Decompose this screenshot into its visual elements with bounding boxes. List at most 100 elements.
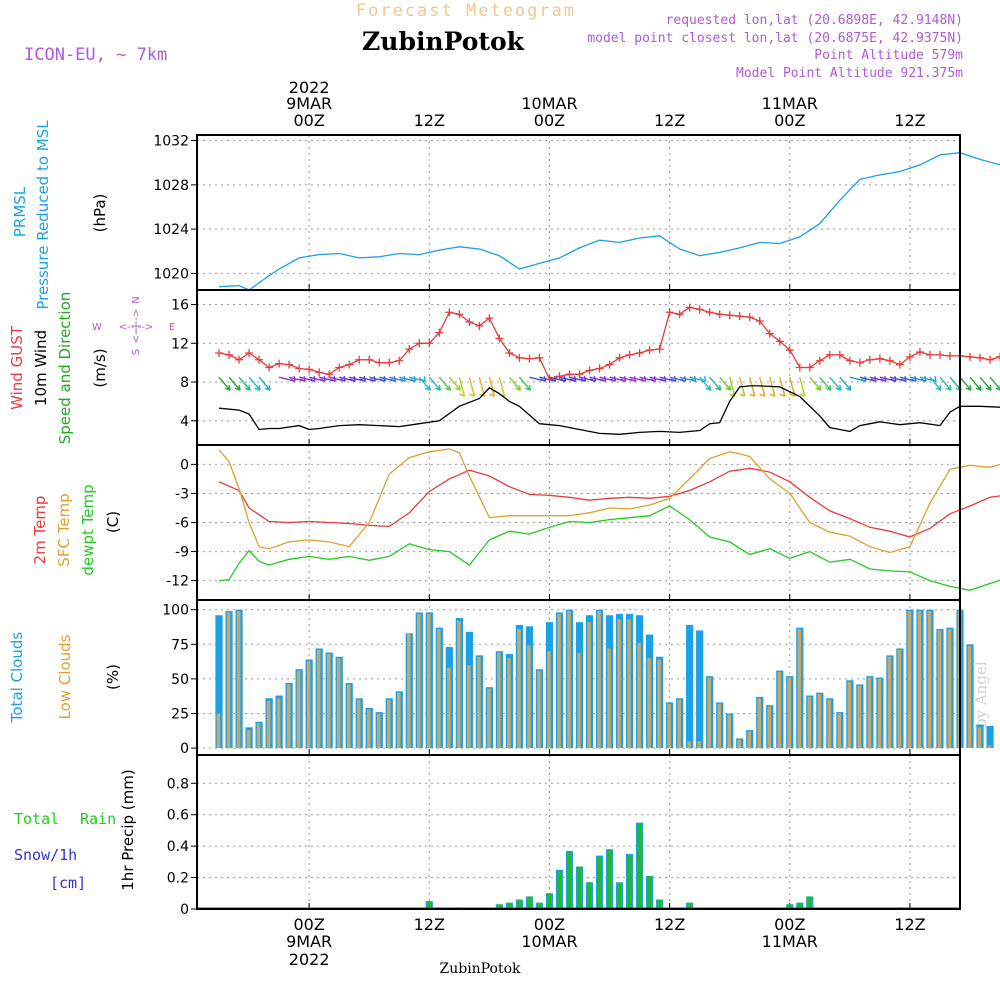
gust-marker: [555, 372, 564, 381]
label-rain: Rain: [80, 810, 116, 828]
low-cloud-bar: [637, 642, 641, 749]
footer-station: ZubinPotok: [439, 961, 521, 977]
wind-arrow-head: [560, 378, 566, 382]
label-c: (C): [104, 511, 122, 533]
gust-marker: [825, 350, 834, 359]
total-cloud-bar: [686, 624, 694, 749]
wind-panel: 4 8 12 16: [171, 289, 1000, 446]
wind-arrow-head: [680, 378, 686, 382]
gust-marker: [605, 360, 614, 369]
clouds-ytick-label: 50: [171, 672, 189, 688]
low-cloud-bar: [927, 611, 932, 749]
low-cloud-bar: [346, 684, 351, 749]
wind-direction-arrow: [929, 376, 942, 391]
wind-arrow-head: [244, 387, 251, 391]
wind-arrow-head: [969, 385, 972, 391]
cloud-labels: Total Clouds Low Clouds (%): [8, 632, 122, 724]
wind-arrow-head: [258, 385, 261, 391]
wind-labels: Wind GUST 10m Wind Speed and Direction (…: [8, 292, 175, 445]
bottom-time-label: 12Z: [414, 915, 445, 934]
wind-arrow-head: [705, 387, 711, 391]
low-cloud-bar: [717, 703, 721, 749]
low-cloud-bar: [917, 611, 922, 749]
wind-arrow-head: [743, 391, 746, 397]
wind-arrow-head: [570, 378, 576, 382]
low-cloud-bar: [306, 660, 311, 749]
wind-arrow-head: [492, 391, 496, 397]
low-cloud-bar: [897, 649, 902, 749]
wind-arrow-head: [763, 391, 766, 397]
wind-arrow-head: [349, 378, 356, 382]
wind-arrow-head: [890, 378, 897, 382]
gust-marker: [425, 339, 434, 348]
wind-arrow-head: [779, 393, 786, 397]
wind-arrow-head: [359, 378, 366, 382]
wind-direction-arrow: [699, 376, 712, 391]
low-cloud-bar: [447, 667, 451, 749]
low-cloud-bar: [647, 658, 651, 749]
rain-bar: [627, 855, 632, 909]
low-cloud-bar: [947, 629, 952, 749]
wind-arrow-head: [234, 387, 241, 391]
wind-arrow-head: [640, 378, 646, 382]
rain-bar: [426, 901, 431, 909]
wind-arrow-head: [268, 385, 271, 391]
label-snow: Snow/1h: [14, 846, 77, 864]
gust-marker: [795, 363, 804, 372]
gust-marker: [976, 353, 985, 362]
low-cloud-bar: [477, 656, 481, 749]
temperature-line-sfc-temp: [218, 448, 1000, 554]
low-cloud-bar: [336, 658, 341, 749]
gust-marker: [675, 310, 684, 319]
low-cloud-bar: [256, 723, 261, 749]
wind-arrow-head: [502, 391, 506, 397]
wind-arrow-head: [515, 387, 521, 391]
wind-direction-arrow: [709, 376, 722, 391]
wind-arrow-head: [753, 391, 756, 397]
wind-direction-arrow: [719, 376, 732, 391]
label-low-clouds: Low Clouds: [56, 634, 74, 719]
wind-arrow-head: [379, 378, 386, 382]
wind-arrow-head: [945, 387, 952, 391]
gust-marker: [735, 312, 744, 321]
pressure-labels: PRMSL Pressure Reduced to MSL (hPa): [11, 120, 109, 310]
wind-arrow-head: [369, 378, 376, 382]
gust-marker: [565, 370, 574, 379]
wind-arrow-head: [319, 378, 326, 382]
wind-arrow-head: [910, 378, 917, 382]
wind-arrow-head: [435, 387, 441, 391]
wind-arrow-head: [799, 393, 806, 397]
gust-marker: [445, 308, 454, 317]
gust-marker: [715, 310, 724, 319]
clouds-ytick-label: 25: [171, 706, 189, 722]
wind-direction-arrow: [448, 376, 461, 391]
wind-arrow-head: [995, 387, 1000, 391]
wind-arrow-head: [825, 387, 832, 391]
gust-marker: [315, 368, 324, 377]
low-cloud-bar: [677, 699, 681, 749]
wind-arrow-head: [979, 385, 982, 391]
wind-arrow-head: [410, 378, 416, 382]
wind-arrow-head: [670, 378, 676, 382]
total-cloud-bar: [696, 630, 704, 749]
wind-arrow-head: [459, 393, 465, 397]
low-cloud-bar: [937, 630, 942, 749]
wind-arrow-head: [949, 385, 952, 391]
low-cloud-bar: [567, 611, 571, 749]
wind-arrow-head: [690, 378, 696, 382]
temperature-ytick-label: -3: [175, 486, 189, 502]
temperature-line-dewpt-temp: [218, 505, 1000, 591]
pressure-line-prmsl: [218, 152, 1000, 291]
rain-bar: [507, 902, 512, 909]
wind-frame: [196, 289, 961, 446]
gust-marker: [785, 346, 794, 355]
wind-arrow-head: [749, 393, 755, 397]
gust-marker: [655, 345, 664, 354]
bottom-date-label: 10MAR: [521, 932, 577, 951]
chart-subtitle: Forecast Meteogram: [356, 1, 576, 21]
wind-arrow-head: [934, 376, 937, 382]
label-wind-gust: Wind GUST: [8, 325, 26, 410]
rain-bar: [517, 899, 522, 909]
label-percent: (%): [104, 664, 122, 690]
precip-ytick-label: 0.6: [167, 808, 189, 824]
